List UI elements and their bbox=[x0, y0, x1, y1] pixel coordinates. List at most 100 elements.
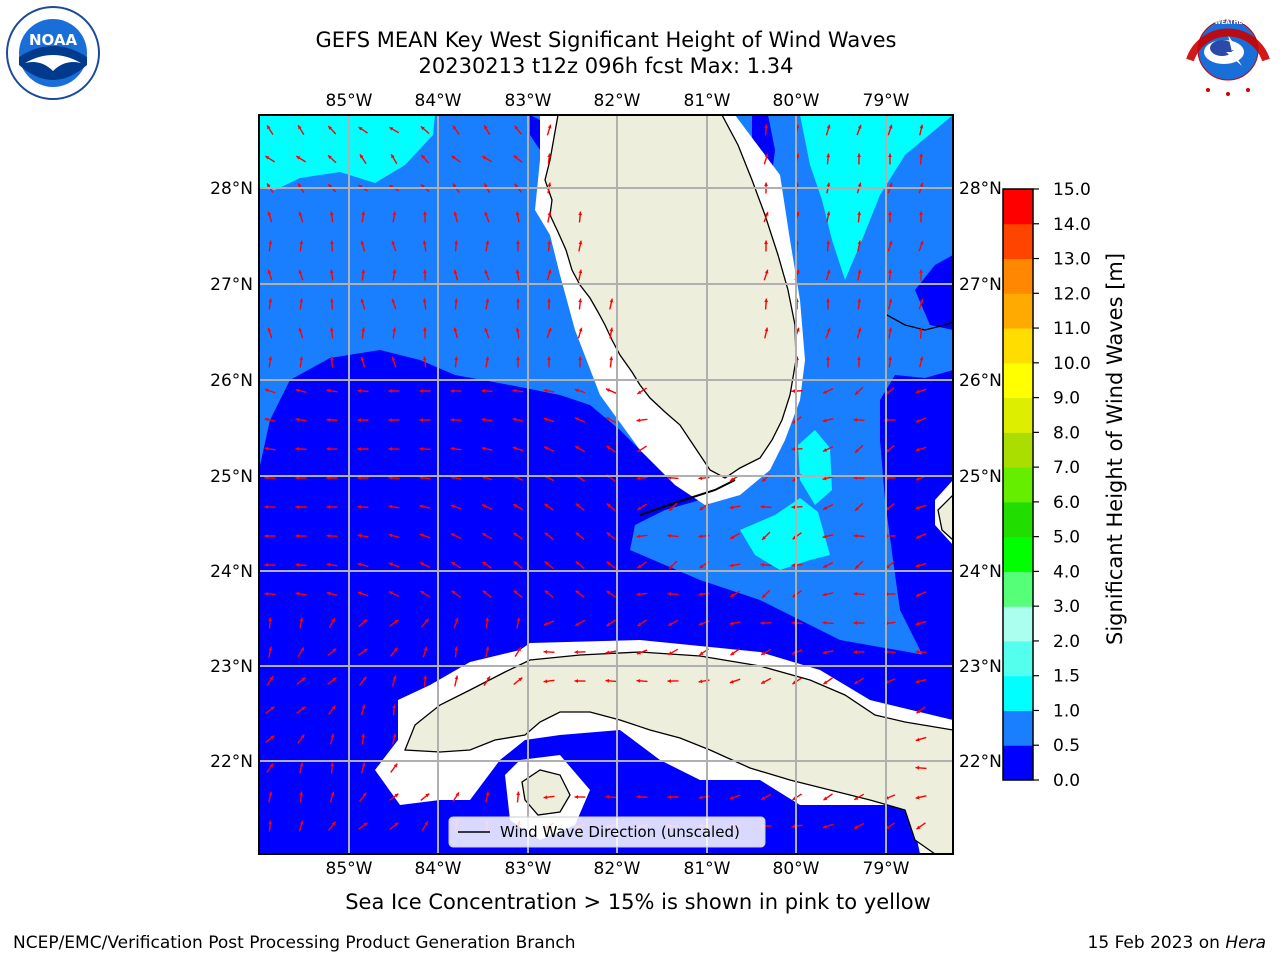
wind-arrow-head bbox=[855, 506, 859, 511]
wind-arrow-head bbox=[295, 446, 300, 451]
wind-arrow-head bbox=[791, 620, 796, 625]
wind-arrow-head bbox=[270, 706, 275, 711]
wind-arrow-head bbox=[915, 563, 920, 568]
wind-arrow-head bbox=[826, 240, 831, 245]
map-subtitle-line: 20230213 t12z 096h fcst Max: 1.34 bbox=[418, 54, 794, 78]
wind-arrow-head bbox=[543, 649, 548, 654]
wind-arrow-head bbox=[512, 446, 517, 451]
wind-arrow-head bbox=[578, 269, 583, 274]
wind-arrow-head bbox=[388, 562, 393, 567]
wind-arrow-head bbox=[826, 182, 831, 187]
wind-arrow-head bbox=[915, 535, 920, 539]
colorbar-tick-label: 4.0 bbox=[1053, 562, 1080, 582]
wind-arrow-head bbox=[636, 476, 641, 481]
colorbar-tick-label: 12.0 bbox=[1053, 284, 1091, 304]
colorbar-tick-label: 0.5 bbox=[1053, 736, 1080, 756]
wind-arrow-head bbox=[295, 417, 300, 422]
wind-arrow-head bbox=[513, 532, 518, 537]
wind-arrow-head bbox=[606, 622, 611, 627]
wind-arrow-head bbox=[484, 183, 488, 188]
wind-arrow-head bbox=[361, 327, 366, 332]
wind-arrow-head bbox=[668, 651, 673, 655]
wind-arrow-head bbox=[578, 240, 583, 245]
wind-arrow-head bbox=[791, 389, 796, 394]
wind-arrow-head bbox=[357, 533, 362, 538]
wind-arrow-head bbox=[822, 418, 827, 423]
wind-arrow-head bbox=[698, 795, 703, 800]
wind-arrow-head bbox=[329, 240, 334, 245]
lon-label-bottom: 82°W bbox=[594, 859, 641, 879]
colorbar-tick-label: 1.0 bbox=[1053, 701, 1080, 721]
wind-arrow-head bbox=[543, 446, 548, 450]
wind-arrow-head bbox=[392, 675, 397, 680]
land-cuba bbox=[404, 651, 953, 854]
wind-arrow-head bbox=[578, 211, 583, 216]
wind-arrow-head bbox=[454, 356, 459, 361]
wind-arrow-head bbox=[636, 534, 641, 539]
wind-arrow-head bbox=[916, 825, 921, 830]
wind-arrow-head bbox=[419, 389, 424, 393]
wind-arrow-head bbox=[452, 183, 457, 188]
noaa-logo-text: NOAA bbox=[29, 31, 78, 49]
wind-arrow-head bbox=[481, 417, 486, 422]
lon-label-bottom: 83°W bbox=[505, 859, 552, 879]
wind-arrow-head bbox=[484, 211, 489, 216]
deep-east bbox=[880, 370, 953, 680]
wind-arrow-head bbox=[857, 356, 861, 361]
wind-arrow-head bbox=[543, 621, 548, 626]
colorbar-segment bbox=[1003, 258, 1033, 294]
wind-arrow-head bbox=[451, 562, 456, 566]
wind-arrow-head bbox=[854, 825, 859, 829]
wind-arrow-head bbox=[389, 591, 394, 595]
wind-arrow-head bbox=[515, 211, 520, 216]
wind-arrow-head bbox=[826, 153, 831, 158]
colorbar-segment bbox=[1003, 397, 1033, 433]
lon-label-top: 85°W bbox=[326, 91, 373, 111]
wind-arrow-head bbox=[453, 269, 458, 274]
colorbar-segment bbox=[1003, 362, 1033, 399]
wind-arrow-head bbox=[330, 733, 335, 738]
wind-arrow-head bbox=[574, 679, 579, 683]
wind-arrow-head bbox=[361, 762, 366, 767]
wind-arrow-head bbox=[822, 620, 827, 625]
colorbar-tick-label: 6.0 bbox=[1053, 493, 1080, 513]
wind-arrow-head bbox=[823, 506, 828, 510]
wind-arrow-head bbox=[267, 269, 272, 274]
wind-arrow-head bbox=[357, 418, 362, 422]
wind-arrow-head bbox=[329, 356, 334, 361]
wind-arrow-head bbox=[822, 476, 827, 481]
wind-arrow-head bbox=[363, 822, 368, 827]
wind-arrow-head bbox=[329, 211, 334, 216]
colorbar-tick-label: 8.0 bbox=[1053, 423, 1080, 443]
colorbar-segment bbox=[1003, 606, 1033, 642]
wind-arrow-head bbox=[450, 417, 455, 422]
wind-arrow-head bbox=[389, 185, 394, 189]
wind-arrow-head bbox=[481, 388, 486, 393]
wind-arrow-head bbox=[547, 211, 552, 216]
wind-arrow-head bbox=[454, 675, 459, 680]
wind-arrow-head bbox=[450, 446, 455, 451]
wind-arrow-head bbox=[392, 269, 397, 274]
wind-arrow-head bbox=[361, 211, 366, 216]
wind-arrow-head bbox=[919, 182, 924, 187]
wind-arrow-head bbox=[328, 183, 333, 188]
wind-arrow-head bbox=[267, 125, 271, 130]
wind-arrow-head bbox=[636, 794, 641, 799]
wind-arrow-head bbox=[419, 418, 424, 422]
wind-arrow-head bbox=[764, 211, 769, 216]
lon-label-bottom: 81°W bbox=[684, 859, 731, 879]
wind-arrow-head bbox=[513, 504, 518, 508]
wind-arrow-head bbox=[326, 388, 331, 393]
wind-arrow-head bbox=[698, 534, 703, 539]
wind-arrow-head bbox=[484, 125, 488, 130]
wind-arrow-head bbox=[330, 791, 335, 796]
lat-labels-right: 28°N 27°N 26°N 25°N 24°N 23°N 22°N bbox=[959, 179, 1002, 772]
wind-arrow-head bbox=[298, 327, 303, 332]
lat-label-left: 27°N bbox=[210, 275, 253, 295]
wind-arrow-head bbox=[482, 590, 487, 595]
wind-arrow-head bbox=[419, 533, 424, 538]
wind-arrow-head bbox=[268, 298, 273, 303]
noaa-logo: NOAA bbox=[6, 6, 100, 100]
wind-arrow-head bbox=[295, 505, 300, 509]
wind-arrow-head bbox=[762, 594, 766, 598]
